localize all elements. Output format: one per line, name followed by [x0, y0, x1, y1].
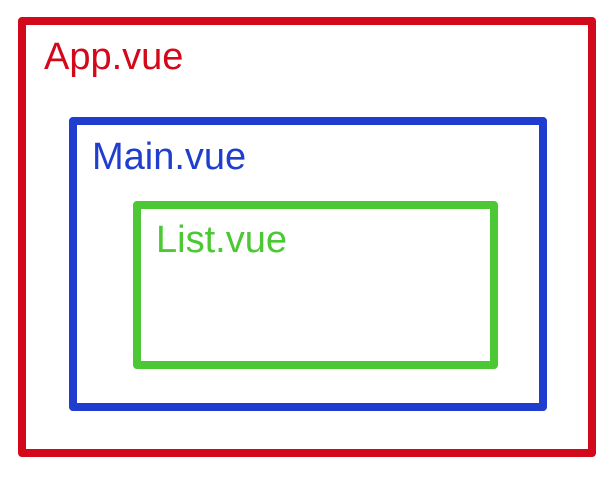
main-component-box — [69, 117, 547, 411]
app-component-label: App.vue — [44, 36, 184, 78]
list-component-label: List.vue — [156, 219, 287, 261]
list-component-box — [133, 201, 498, 369]
app-component-box — [18, 17, 596, 457]
main-component-label: Main.vue — [92, 136, 247, 178]
